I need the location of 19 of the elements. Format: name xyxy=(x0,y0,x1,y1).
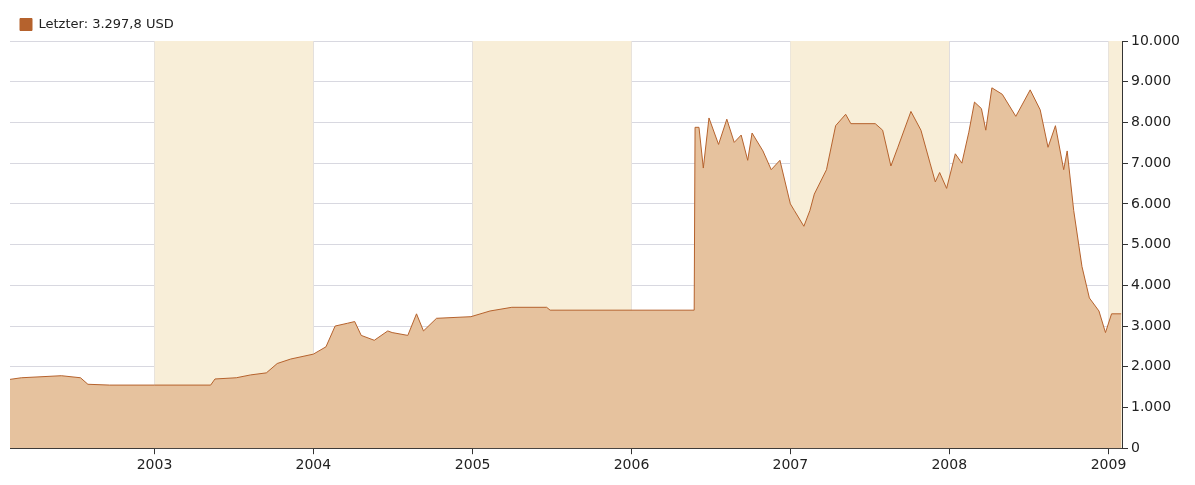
x-tick-label: 2004 xyxy=(295,456,332,473)
x-tick-label: 2003 xyxy=(136,456,173,473)
x-tick-label: 2006 xyxy=(613,456,650,473)
y-tick-label: 2.000 xyxy=(1131,357,1172,374)
y-tick-label: 1.000 xyxy=(1131,398,1172,415)
y-tick-label: 9.000 xyxy=(1131,72,1172,89)
y-tick-label: 3.000 xyxy=(1131,316,1172,333)
y-tick-label: 10.000 xyxy=(1131,31,1181,48)
x-tick-label: 2007 xyxy=(772,456,809,473)
x-tick-label: 2009 xyxy=(1090,456,1127,473)
x-tick-label: 2005 xyxy=(454,456,491,473)
legend-label: Letzter: 3.297,8 USD xyxy=(38,15,174,31)
y-tick-label: 8.000 xyxy=(1131,113,1172,130)
y-tick-label: 6.000 xyxy=(1131,194,1172,211)
y-tick-label: 0 xyxy=(1131,438,1140,455)
y-tick-label: 4.000 xyxy=(1131,275,1172,292)
y-tick-label: 5.000 xyxy=(1131,235,1172,252)
x-tick-label: 2008 xyxy=(931,456,968,473)
y-tick-label: 7.000 xyxy=(1131,153,1172,170)
